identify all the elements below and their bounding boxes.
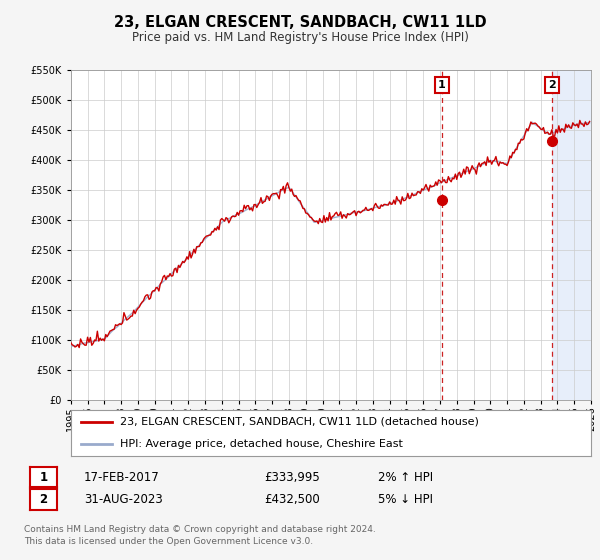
Text: 2% ↑ HPI: 2% ↑ HPI: [378, 470, 433, 484]
Text: 17-FEB-2017: 17-FEB-2017: [84, 470, 160, 484]
Text: HPI: Average price, detached house, Cheshire East: HPI: Average price, detached house, Ches…: [120, 438, 403, 449]
Text: 23, ELGAN CRESCENT, SANDBACH, CW11 1LD: 23, ELGAN CRESCENT, SANDBACH, CW11 1LD: [113, 15, 487, 30]
Text: 31-AUG-2023: 31-AUG-2023: [84, 493, 163, 506]
Bar: [552, 70, 591, 400]
Text: 23, ELGAN CRESCENT, SANDBACH, CW11 1LD (detached house): 23, ELGAN CRESCENT, SANDBACH, CW11 1LD (…: [120, 417, 479, 427]
Text: 1: 1: [40, 470, 47, 484]
Text: 1: 1: [438, 80, 446, 90]
Text: £432,500: £432,500: [264, 493, 320, 506]
Text: Price paid vs. HM Land Registry's House Price Index (HPI): Price paid vs. HM Land Registry's House …: [131, 31, 469, 44]
Text: 5% ↓ HPI: 5% ↓ HPI: [378, 493, 433, 506]
Text: £333,995: £333,995: [264, 470, 320, 484]
Text: Contains HM Land Registry data © Crown copyright and database right 2024.
This d: Contains HM Land Registry data © Crown c…: [24, 525, 376, 546]
Text: 2: 2: [40, 493, 47, 506]
Text: 2: 2: [548, 80, 556, 90]
